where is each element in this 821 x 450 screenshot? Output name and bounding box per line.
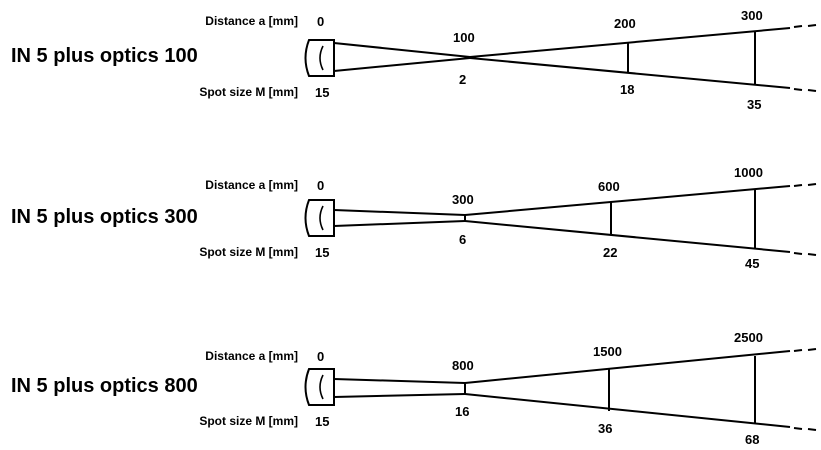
beam-dash — [807, 183, 817, 186]
spot-size-value: 35 — [747, 97, 762, 112]
beam-upper-edge — [333, 42, 471, 58]
distance-value: 0 — [317, 14, 325, 29]
beam-lower-edge — [469, 57, 791, 89]
beam-diagram — [304, 348, 817, 431]
row-title: IN 5 plus optics 300 — [11, 206, 198, 228]
beam-upper-edge — [464, 350, 791, 384]
distance-value: 800 — [452, 358, 474, 373]
beam-dash — [793, 252, 803, 255]
distance-value: 300 — [741, 8, 763, 23]
beam-upper-edge — [333, 378, 466, 384]
beam-dash — [793, 25, 803, 28]
beam-dash — [807, 24, 817, 27]
spot-size-value: 68 — [745, 432, 760, 447]
row-title: IN 5 plus optics 100 — [11, 45, 198, 67]
optics-row-100: IN 5 plus optics 100 Distance a [mm] Spo… — [0, 0, 821, 112]
distance-value: 300 — [452, 192, 474, 207]
distance-label: Distance a [mm] — [205, 349, 298, 363]
distance-label: Distance a [mm] — [205, 178, 298, 192]
lens-icon — [319, 374, 324, 400]
distance-value: 1500 — [593, 344, 622, 359]
beam-dash — [807, 428, 817, 431]
spot-size-value: 16 — [455, 404, 470, 419]
spot-size-label: Spot size M [mm] — [199, 245, 298, 259]
distance-value: 0 — [317, 349, 325, 364]
beam-upper-edge — [469, 27, 791, 58]
beam-diagram — [304, 24, 817, 92]
beam-dash — [807, 89, 817, 92]
distance-value: 0 — [317, 178, 325, 193]
beam-diagram — [304, 183, 817, 256]
beam-dash — [807, 348, 817, 351]
beam-dash — [793, 349, 803, 352]
spot-size-value: 18 — [620, 82, 635, 97]
beam-dash — [793, 184, 803, 187]
distance-label: Distance a [mm] — [205, 14, 298, 28]
lens-icon — [319, 45, 324, 71]
spot-size-label: Spot size M [mm] — [199, 414, 298, 428]
lens-icon — [304, 199, 335, 237]
beam-upper-edge — [333, 209, 466, 216]
spot-size-value: 6 — [459, 232, 467, 247]
distance-value: 1000 — [734, 165, 763, 180]
spot-size-label: Spot size M [mm] — [199, 85, 298, 99]
distance-value: 2500 — [734, 330, 763, 345]
spot-size-value: 15 — [315, 245, 330, 260]
lens-icon — [304, 39, 335, 77]
distance-value: 200 — [614, 16, 636, 31]
optics-row-300: IN 5 plus optics 300 Distance a [mm] Spo… — [0, 160, 821, 270]
lens-icon — [304, 368, 335, 406]
beam-lower-edge — [464, 393, 791, 428]
distance-value: 100 — [453, 30, 475, 45]
beam-dash — [807, 253, 817, 256]
beam-dash — [793, 427, 803, 430]
beam-lower-edge — [464, 220, 791, 253]
beam-upper-edge — [464, 185, 791, 216]
optics-row-800: IN 5 plus optics 800 Distance a [mm] Spo… — [0, 325, 821, 446]
row-title: IN 5 plus optics 800 — [11, 375, 198, 397]
spot-size-value: 15 — [315, 85, 330, 100]
beam-lower-edge — [333, 220, 466, 227]
lens-icon — [319, 205, 324, 231]
beam-lower-edge — [333, 393, 466, 398]
spot-size-value: 15 — [315, 414, 330, 429]
spot-size-value: 2 — [459, 72, 467, 87]
beam-lower-edge — [333, 57, 471, 72]
beam-dash — [793, 88, 803, 91]
spot-size-value: 36 — [598, 421, 613, 436]
spot-size-value: 45 — [745, 256, 760, 271]
distance-value: 600 — [598, 179, 620, 194]
spot-size-value: 22 — [603, 245, 618, 260]
